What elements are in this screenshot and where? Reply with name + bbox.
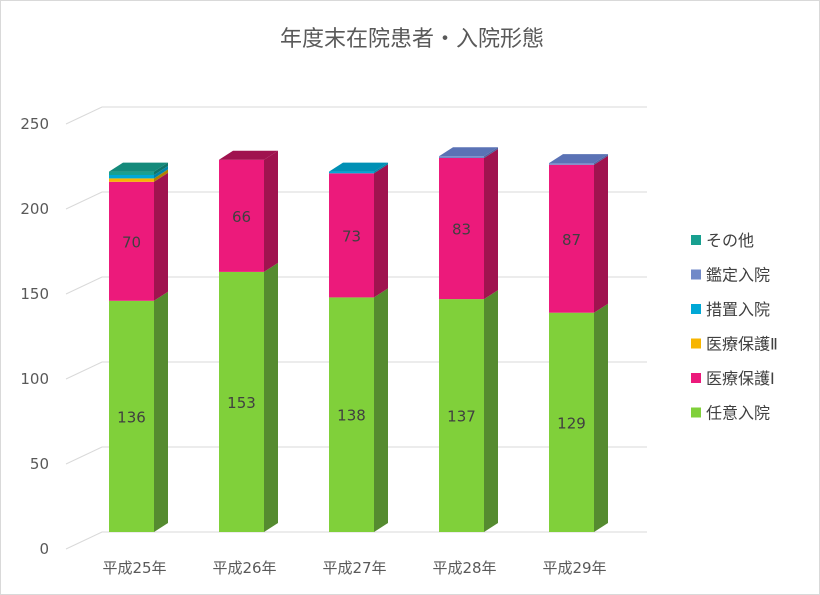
legend-swatch xyxy=(691,373,701,383)
data-label: 87 xyxy=(562,231,581,249)
bar-segment xyxy=(439,156,484,158)
bar-segment-side xyxy=(154,162,168,175)
bar-segment xyxy=(329,171,374,174)
bar-segment-side xyxy=(374,162,388,174)
bar-segment xyxy=(219,271,264,532)
y-tick-label: 200 xyxy=(20,200,49,218)
bar-segment xyxy=(109,178,154,182)
bar-segment xyxy=(549,164,594,313)
bar-top xyxy=(329,162,388,172)
y-tick-label: 0 xyxy=(39,540,49,558)
bar-segment xyxy=(109,181,154,301)
y-tick-label: 250 xyxy=(20,115,49,133)
legend-label: 任意入院 xyxy=(706,404,770,423)
bars: 136 70 153 66 138 73 137 83 129 87 xyxy=(109,147,608,532)
bar-segment-side xyxy=(484,147,498,158)
bar-segment-side xyxy=(264,262,278,532)
data-label: 66 xyxy=(232,208,251,226)
bar-segment-side xyxy=(484,149,498,300)
bar-segment-side xyxy=(374,164,388,298)
data-label: 83 xyxy=(452,221,471,239)
legend-swatch xyxy=(691,304,701,314)
legend-label: 鑑定入院 xyxy=(706,266,770,285)
x-tick-label: 平成29年 xyxy=(542,559,606,577)
bar-segment xyxy=(329,297,374,532)
legend-swatch xyxy=(691,407,701,418)
data-label: 153 xyxy=(227,394,256,412)
y-tick-label: 150 xyxy=(20,285,49,303)
data-label: 73 xyxy=(342,227,361,245)
bar-segment xyxy=(439,158,484,300)
bar-top xyxy=(549,154,608,164)
legend-label: 措置入院 xyxy=(706,300,770,319)
legend-label: 医療保護Ⅰ xyxy=(706,369,775,388)
x-tick-label: 平成28年 xyxy=(432,559,496,577)
gridline xyxy=(65,106,647,125)
y-axis-ticks: 0 50 100 150 200 250 xyxy=(20,115,49,558)
legend-swatch xyxy=(691,338,701,349)
bar-segment xyxy=(219,159,264,272)
legend-swatch xyxy=(691,269,701,280)
bar-top xyxy=(439,147,498,157)
data-label: 129 xyxy=(557,414,586,432)
legend-label: 医療保護Ⅱ xyxy=(706,335,778,354)
bar-segment-side xyxy=(594,154,608,165)
bar-top xyxy=(109,162,168,172)
bar-segment xyxy=(439,299,484,532)
bar-top xyxy=(219,150,278,160)
bar-segment-side xyxy=(374,288,388,532)
data-label: 136 xyxy=(117,408,146,426)
chart-title: 年度末在院患者・入院形態 xyxy=(280,27,544,52)
x-tick-label: 平成26年 xyxy=(212,559,276,577)
x-tick-label: 平成27年 xyxy=(322,559,386,577)
bar-segment-side xyxy=(154,169,168,182)
legend-label: その他 xyxy=(706,231,754,250)
bar-segment xyxy=(109,171,154,175)
bar-segment xyxy=(109,300,154,532)
bar-segment xyxy=(109,175,154,179)
y-tick-label: 50 xyxy=(30,455,49,473)
bar-segment-side xyxy=(154,172,168,301)
bar-segment-side xyxy=(154,166,168,179)
bar-segment-side xyxy=(484,290,498,532)
bar-segment-side xyxy=(264,150,278,272)
bar-segment-side xyxy=(594,155,608,313)
bar-segment xyxy=(329,173,374,298)
data-label: 137 xyxy=(447,408,476,426)
bar-segment xyxy=(549,163,594,165)
bar-segment-side xyxy=(154,291,168,532)
x-axis-ticks: 平成25年 平成26年 平成27年 平成28年 平成29年 xyxy=(102,559,606,577)
legend-swatch xyxy=(691,235,701,245)
data-label: 70 xyxy=(122,233,141,251)
x-tick-label: 平成25年 xyxy=(102,559,166,577)
bar-segment xyxy=(549,312,594,532)
bar-segment-side xyxy=(594,303,608,532)
y-tick-label: 100 xyxy=(20,370,49,388)
gridline xyxy=(65,531,647,550)
data-label: 138 xyxy=(337,407,366,425)
